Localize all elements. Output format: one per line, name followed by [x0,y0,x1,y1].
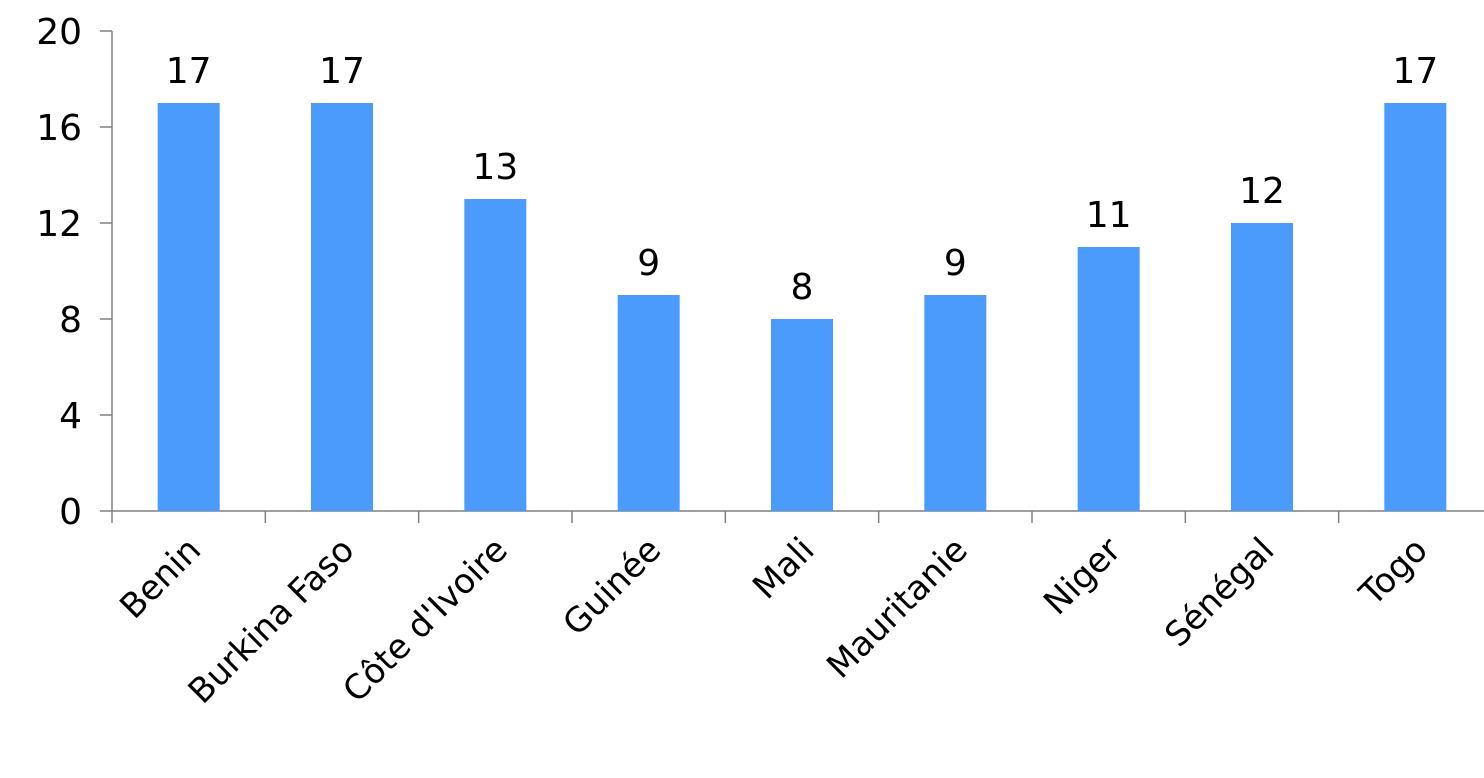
bar[interactable] [617,295,680,511]
data-label: 12 [1239,171,1285,212]
data-label: 13 [472,147,518,188]
x-category-label: Benin [112,530,209,627]
data-label: 17 [319,51,365,92]
y-tick-label: 0 [59,492,82,533]
bar[interactable] [157,103,220,511]
y-tick-label: 12 [36,204,82,245]
bar[interactable] [924,295,987,511]
data-label: 11 [1086,195,1132,236]
y-tick-label: 16 [36,108,82,149]
data-label: 17 [1392,51,1438,92]
x-category-label: Côte d'Ivoire [335,530,515,710]
data-label: 17 [166,51,212,92]
x-category-label: Togo [1351,530,1435,614]
x-category-label: Sénégal [1157,530,1282,655]
y-tick-label: 20 [36,12,82,53]
bar[interactable] [1231,223,1293,511]
bar[interactable] [1077,247,1140,511]
bar[interactable] [311,103,373,511]
x-category-label: Mauritanie [819,530,975,686]
data-label: 9 [637,243,660,284]
bar[interactable] [464,199,527,511]
y-tick-label: 8 [59,300,82,341]
y-tick-label: 4 [59,396,82,437]
bar[interactable] [1384,103,1447,511]
data-label: 9 [944,243,967,284]
x-category-label: Mali [745,530,822,607]
bar[interactable] [771,319,833,511]
x-category-label: Niger [1036,530,1129,623]
x-category-label: Guinée [555,530,669,644]
data-label: 8 [791,267,814,308]
